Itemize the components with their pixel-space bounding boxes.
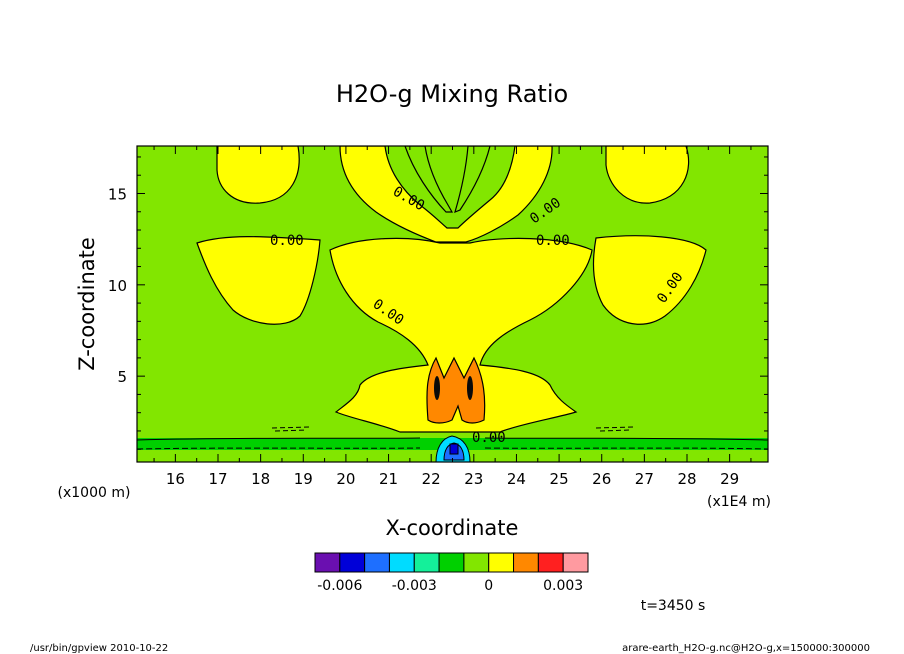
- plot-area: 0.00 0.00 0.00 0.00 0.00 0.00 0.00: [137, 146, 768, 462]
- x-tick-label: 17: [208, 470, 227, 488]
- contour-label-left: 0.00: [270, 233, 304, 249]
- region-mid-left-lobe: [196, 236, 321, 325]
- colorbar: -0.006 -0.003 0 0.003: [314, 552, 589, 594]
- colorbar-swatch: [513, 552, 539, 573]
- core-dark-left: [434, 376, 440, 400]
- x-tick-label: 26: [592, 470, 611, 488]
- x-tick-label: 21: [379, 470, 398, 488]
- band-contour-upper: [137, 437, 768, 441]
- colorbar-swatch: [537, 552, 564, 573]
- contour-label-center-right: 0.00: [536, 233, 570, 249]
- region-central-mid-fingers-right: [454, 146, 491, 214]
- x-tick-label: 27: [635, 470, 654, 488]
- x-unit-label: (x1E4 m): [707, 494, 771, 510]
- x-tick-label: 22: [422, 470, 441, 488]
- x-tick-label: 20: [336, 470, 355, 488]
- colorbar-tick-label: -0.003: [392, 578, 437, 594]
- x-tick-label: 24: [507, 470, 526, 488]
- colorbar-swatch: [364, 552, 390, 573]
- region-surface-minimum: [449, 443, 459, 455]
- colorbar-swatch: [388, 552, 415, 573]
- contour-label-near-surface: 0.00: [472, 430, 506, 446]
- x-axis-label: X-coordinate: [386, 516, 519, 540]
- colorbar-tick-label: -0.006: [317, 578, 362, 594]
- colorbar-swatch: [339, 552, 366, 573]
- x-tick-label: 16: [166, 470, 185, 488]
- region-mid-right-lobe: [592, 235, 707, 325]
- y-axis: 5 10 15: [108, 156, 768, 450]
- y-axis-label: Z-coordinate: [75, 237, 99, 371]
- region-upper-right-lobe: [605, 146, 690, 204]
- core-dark-right: [467, 376, 473, 400]
- colorbar-swatch: [488, 552, 515, 573]
- x-tick-label: 29: [720, 470, 739, 488]
- y-tick-label: 10: [108, 277, 127, 295]
- x-tick-label: 23: [464, 470, 483, 488]
- colorbar-swatch: [314, 552, 341, 573]
- footer-left: /usr/bin/gpview 2010-10-22: [30, 643, 168, 654]
- band-dash-right: [595, 426, 635, 432]
- x-tick-label: 19: [294, 470, 313, 488]
- region-central-plume: [329, 237, 593, 433]
- time-label: t=3450 s: [641, 598, 706, 614]
- colorbar-swatch: [562, 552, 589, 573]
- x-tick-label: 25: [550, 470, 569, 488]
- colorbar-swatch: [438, 552, 465, 573]
- y-tick-label: 5: [117, 368, 127, 386]
- x-axis: 16 17 18 19 20 21 22 23 24 25 26 27 28 29: [153, 146, 752, 488]
- region-central-mid-fingers: [404, 146, 454, 213]
- chart-title: H2O-g Mixing Ratio: [336, 80, 568, 108]
- region-plume-core: [426, 356, 486, 424]
- colorbar-tick-label: 0.003: [543, 578, 583, 594]
- y-unit-label: (x1000 m): [58, 485, 131, 501]
- band-dash-left: [271, 426, 311, 432]
- colorbar-swatch: [463, 552, 490, 573]
- y-tick-label: 15: [108, 185, 127, 203]
- x-tick-label: 18: [251, 470, 270, 488]
- colorbar-tick-label: 0: [484, 578, 493, 594]
- footer-right: arare-earth_H2O-g.nc@H2O-g,x=150000:3000…: [622, 643, 870, 654]
- x-tick-label: 28: [677, 470, 696, 488]
- band-contour-lower: [137, 447, 768, 450]
- colorbar-swatch: [413, 552, 440, 573]
- region-upper-left-lobe: [216, 146, 300, 204]
